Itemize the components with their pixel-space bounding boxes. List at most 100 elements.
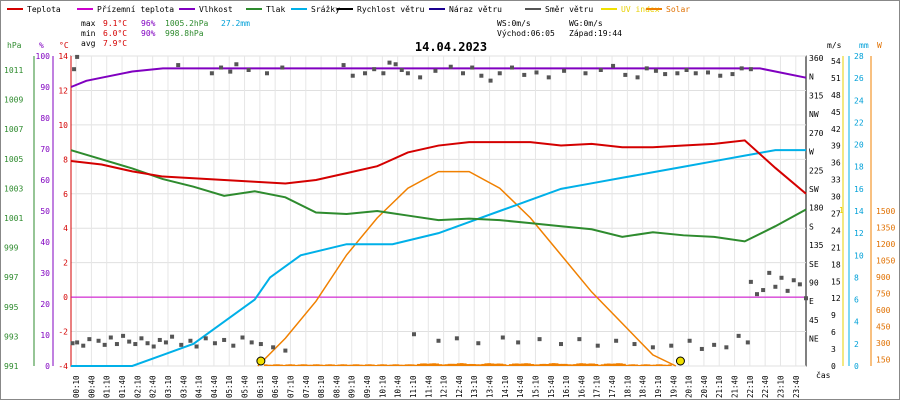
solar-bar: [340, 364, 345, 366]
solar-bar: [668, 364, 672, 366]
wind-direction-point: [461, 71, 465, 76]
wind-speed-tick: 0: [831, 362, 836, 371]
solar-bar: [444, 364, 449, 366]
time-tick: 18:40: [639, 375, 648, 398]
pressure-tick: 1007: [4, 125, 23, 134]
wind-direction-point: [249, 340, 254, 345]
wind-speed-tick: 12: [831, 294, 841, 303]
time-tick: 00:40: [87, 375, 96, 398]
solar-bar: [420, 363, 424, 366]
wind-direction-point: [176, 63, 181, 68]
temperature-tick: -4: [58, 362, 68, 371]
solar-bar: [551, 363, 556, 366]
wind-direction-point: [393, 62, 398, 67]
wind-direction-point: [779, 275, 784, 280]
wind-direction-point: [234, 62, 239, 67]
time-tick: 17:40: [608, 375, 617, 398]
wind-direction-point: [684, 67, 689, 72]
solar-bar: [619, 363, 623, 366]
wind-direction-point: [559, 342, 563, 347]
sunrise-info: Východ:06:05: [497, 29, 555, 38]
time-tick: 22:10: [746, 375, 755, 398]
solar-bar: [557, 363, 562, 366]
wind-direction-point: [706, 70, 710, 75]
solar-bar: [536, 364, 541, 366]
time-tick: 21:40: [731, 375, 740, 398]
wind-speed-tick: 36: [831, 159, 841, 168]
wind-direction-point: [699, 346, 704, 351]
solar-bar: [643, 364, 648, 366]
solar-bar: [662, 364, 666, 366]
time-tick: 03:40: [179, 375, 188, 398]
wind-direction-point: [108, 335, 113, 340]
solar-bar: [613, 363, 617, 366]
solar-tick: 1500: [876, 207, 895, 216]
wind-direction-point: [479, 73, 484, 78]
wind-direction-point: [653, 68, 658, 73]
solar-bar: [316, 364, 320, 366]
wind-direction-point: [773, 284, 778, 289]
solar-bar: [417, 363, 421, 366]
temperature-tick: 14: [58, 52, 68, 61]
stat-temp: 9.1°C: [103, 19, 127, 28]
stat-pressure: 998.8hPa: [165, 29, 204, 38]
wind-direction-point: [718, 73, 723, 78]
direction-tick: 90: [809, 279, 819, 288]
wind-direction-point: [712, 342, 717, 347]
wind-direction-point: [583, 71, 588, 76]
wind-direction-point: [381, 71, 386, 76]
pressure-unit: hPa: [7, 41, 22, 50]
pressure-line: [70, 149, 807, 243]
wind-direction-point: [537, 337, 542, 342]
wind-direction-point: [271, 345, 276, 350]
humidity-tick: 50: [40, 207, 50, 216]
solar-bar: [325, 364, 329, 366]
solar-bar: [561, 363, 565, 366]
solar-bar: [622, 363, 626, 366]
rain-unit: mm: [859, 41, 869, 50]
wind-direction-point: [614, 338, 619, 343]
wind-direction-point: [663, 72, 668, 77]
wind-direction-point: [748, 67, 753, 72]
direction-tick: NW: [809, 110, 819, 119]
time-tick: 11:40: [424, 375, 433, 398]
solar-bar: [582, 363, 586, 366]
solar-bar: [432, 363, 436, 366]
wind-direction-point: [222, 337, 227, 342]
wind-direction-point: [522, 72, 527, 77]
rain-tick: 0: [854, 362, 859, 371]
wind-direction-point: [736, 333, 741, 338]
wind-direction-point: [687, 338, 692, 343]
stat-label: min: [81, 29, 96, 38]
solar-bar: [603, 363, 608, 366]
temperature-tick: 6: [63, 190, 68, 199]
temperature-tick: -2: [58, 328, 68, 337]
time-tick: 08:10: [317, 375, 326, 398]
wind-direction-point: [246, 67, 251, 72]
direction-tick: 180: [809, 204, 824, 213]
legend-label: Rychlost větru: [357, 5, 425, 14]
wind-direction-point: [81, 343, 86, 348]
solar-bar: [365, 364, 369, 366]
wind-direction-point: [219, 65, 224, 70]
solar-bar: [438, 364, 443, 366]
wind-direction-point: [418, 75, 423, 80]
time-tick: 19:10: [654, 375, 663, 398]
rain-tick: 12: [854, 229, 864, 238]
time-tick: 10:40: [394, 375, 403, 398]
wind-direction-point: [595, 343, 600, 348]
wind-speed-tick: 24: [831, 226, 841, 235]
solar-bar: [358, 364, 363, 366]
time-tick: 07:40: [302, 375, 311, 398]
solar-bar: [343, 364, 348, 366]
solar-bar: [294, 364, 299, 366]
humidity-tick: 90: [40, 83, 50, 92]
wind-direction-point: [470, 65, 475, 70]
solar-bar: [597, 364, 602, 366]
wind-direction-point: [748, 279, 753, 284]
solar-bar: [588, 363, 593, 366]
solar-tick: 1200: [876, 240, 895, 249]
solar-bar: [481, 363, 485, 366]
wind-direction-point: [562, 68, 567, 73]
solar-tick: 300: [876, 339, 891, 348]
